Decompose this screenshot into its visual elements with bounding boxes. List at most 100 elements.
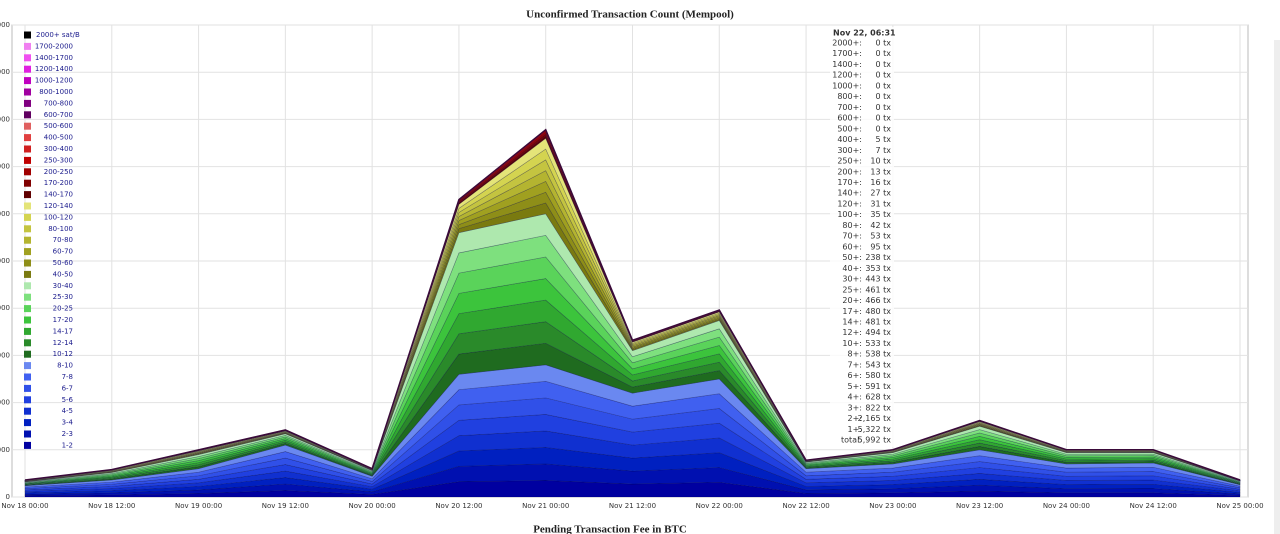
tooltip-value: 31 tx [870,199,891,208]
legend-swatch [24,111,31,119]
y-tick-label: 45000 [0,68,10,76]
tooltip-value: 443 tx [865,275,891,284]
tooltip-label: 7+: [848,360,863,369]
legend-label: 1400-1700 [35,54,73,62]
legend-label: 6-7 [62,384,73,392]
area-layer [24,213,1241,483]
legend-label: 2000+ sat/B [36,31,80,39]
legend-label: 50-60 [53,259,73,267]
legend-label: 60-70 [53,248,73,256]
next-chart-title: Pending Transaction Fee in BTC [533,524,687,534]
legend-label: 700-800 [44,99,73,107]
tooltip-title: Nov 22, 06:31 [833,29,896,38]
y-tick-label: 15000 [0,351,10,359]
tooltip-value: 0 tx [875,124,891,133]
tooltip-value: 0 tx [875,114,891,123]
y-tick-label: 40000 [0,115,10,123]
tooltip-value: 628 tx [865,393,891,402]
tooltip-value: 0 tx [875,49,891,58]
legend-swatch [24,156,31,164]
scrollbar [1274,40,1280,534]
tooltip-value: 538 tx [865,350,891,359]
legend-label: 30-40 [53,282,73,290]
legend-swatch [24,134,31,142]
x-tick-label: Nov 23 00:00 [869,502,916,510]
tooltip-value: 461 tx [865,285,891,294]
x-tick-label: Nov 19 00:00 [175,502,222,510]
legend-swatch [24,305,31,313]
legend-swatch [24,327,31,335]
tooltip-value: 353 tx [865,264,891,273]
x-tick-label: Nov 25 00:00 [1216,502,1263,510]
legend-label: 3-4 [62,419,74,427]
legend-label: 2-3 [62,430,73,438]
tooltip-label: 70+: [842,232,862,241]
legend-swatch [24,293,31,301]
legend-swatch [24,65,31,73]
tooltip-value: 95 tx [870,242,891,251]
legend-label: 10-12 [53,350,73,358]
legend-label: 80-100 [48,225,73,233]
area-layer [24,170,1241,482]
tooltip-value: 543 tx [865,360,891,369]
area-layer [24,148,1241,482]
legend-swatch [24,213,31,221]
y-tick-label: 0 [6,493,10,501]
x-tick-label: Nov 18 00:00 [1,502,48,510]
legend-swatch [24,419,31,427]
tooltip-value: 0 tx [875,92,891,101]
legend-swatch [24,339,31,347]
tooltip-label: 200+: [837,167,862,176]
y-tick-label: 30000 [0,210,10,218]
tooltip-label: 1400+: [832,60,862,69]
y-tick-label: 10000 [0,399,10,407]
total-outline [24,128,1241,481]
legend-label: 25-30 [53,293,73,301]
legend-label: 1-2 [62,441,73,449]
legend-label: 140-170 [44,191,73,199]
tooltip-value: 5,322 tx [858,425,892,434]
tooltip-value: 466 tx [865,296,891,305]
tooltip-value: 0 tx [875,71,891,80]
tooltip-label: 8+: [848,350,863,359]
legend-swatch [24,225,31,233]
y-tick-label: 5000 [0,446,10,454]
legend-label: 250-300 [44,156,73,164]
tooltip-value: 35 tx [870,210,891,219]
legend-label: 40-50 [53,270,73,278]
legend-swatch [24,270,31,278]
x-tick-label: Nov 22 12:00 [782,502,829,510]
area-layer [24,430,1241,494]
area-layer [24,447,1241,495]
area-layer [24,159,1241,482]
y-tick-label: 50000 [0,21,10,29]
x-tick-label: Nov 20 00:00 [349,502,396,510]
tooltip-value: 27 tx [870,189,891,198]
tooltip-value: 480 tx [865,307,891,316]
tooltip-label: 140+: [837,189,862,198]
legend-swatch [24,373,31,381]
tooltip-value: 238 tx [865,253,891,262]
tooltip-value: 10 tx [870,157,891,166]
tooltip-label: 60+: [842,242,862,251]
tooltip-value: 0 tx [875,39,891,48]
legend-swatch [24,362,31,370]
tooltip-label: 100+: [837,210,862,219]
x-tick-label: Nov 22 00:00 [696,502,743,510]
tooltip-label: 250+: [837,157,862,166]
tooltip-value: 494 tx [865,328,891,337]
tooltip-value: 5 tx [875,135,891,144]
tooltip-label: 2000+: [832,39,862,48]
x-tick-label: Nov 18 12:00 [88,502,135,510]
area-layer [24,463,1241,496]
tooltip-label: 700+: [837,103,862,112]
tooltip-label: 6+: [848,371,863,380]
legend-swatch [24,122,31,130]
legend-swatch [24,179,31,187]
legend-swatch [24,259,31,267]
legend-label: 400-500 [44,134,73,142]
tooltip-value: 0 tx [875,81,891,90]
legend-swatch [24,202,31,210]
legend-swatch [24,191,31,199]
legend-label: 17-20 [53,316,73,324]
